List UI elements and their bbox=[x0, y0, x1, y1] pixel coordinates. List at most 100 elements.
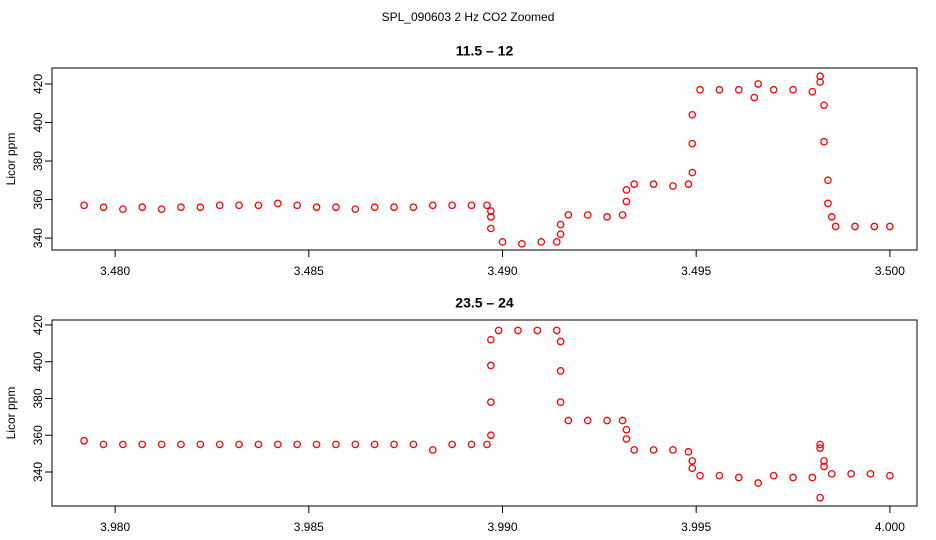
point bbox=[483, 440, 491, 449]
point bbox=[688, 139, 697, 148]
point bbox=[886, 222, 894, 231]
point bbox=[808, 87, 817, 96]
point bbox=[734, 473, 743, 482]
point bbox=[215, 440, 224, 449]
point bbox=[618, 416, 627, 425]
point bbox=[684, 180, 693, 188]
point bbox=[273, 440, 282, 449]
y-tick-label: 380 bbox=[31, 388, 45, 408]
point bbox=[552, 238, 561, 246]
x-tick-label: 3.485 bbox=[294, 264, 324, 278]
point bbox=[820, 457, 828, 465]
point bbox=[351, 205, 360, 214]
point bbox=[390, 203, 398, 212]
point bbox=[816, 440, 825, 449]
point bbox=[483, 201, 491, 210]
point bbox=[824, 199, 832, 208]
x-tick-label: 3.500 bbox=[875, 264, 905, 278]
point bbox=[312, 203, 321, 212]
point bbox=[514, 326, 522, 335]
point bbox=[618, 211, 627, 219]
point bbox=[556, 220, 565, 229]
point bbox=[583, 416, 592, 425]
point bbox=[332, 203, 340, 212]
x-tick-label: 3.980 bbox=[100, 520, 130, 534]
point bbox=[669, 182, 677, 190]
point bbox=[688, 464, 697, 473]
point bbox=[622, 425, 631, 434]
point bbox=[177, 440, 185, 449]
y-tick-label: 420 bbox=[31, 315, 45, 335]
panel-title: 11.5 – 12 bbox=[456, 43, 514, 59]
point bbox=[119, 205, 127, 214]
point bbox=[696, 471, 704, 480]
point bbox=[816, 78, 825, 86]
point bbox=[564, 211, 573, 219]
point bbox=[769, 471, 778, 480]
point bbox=[820, 462, 828, 471]
point bbox=[196, 203, 205, 212]
point bbox=[448, 201, 457, 210]
point bbox=[157, 205, 166, 214]
point bbox=[827, 469, 836, 478]
point bbox=[293, 440, 302, 449]
point bbox=[754, 80, 763, 88]
point bbox=[649, 446, 658, 454]
point bbox=[552, 326, 561, 335]
point bbox=[80, 201, 89, 210]
point bbox=[715, 471, 724, 480]
point bbox=[332, 440, 340, 449]
y-tick-label: 380 bbox=[31, 151, 45, 171]
point bbox=[630, 446, 639, 454]
point bbox=[494, 326, 503, 335]
point bbox=[370, 203, 379, 212]
y-tick-label: 360 bbox=[31, 189, 45, 209]
x-tick-label: 3.490 bbox=[487, 264, 517, 278]
point bbox=[847, 469, 855, 478]
y-axis-label: Licor ppm bbox=[4, 387, 18, 440]
point bbox=[603, 416, 611, 425]
point bbox=[622, 186, 631, 194]
point bbox=[409, 203, 418, 212]
point bbox=[80, 436, 89, 445]
point bbox=[215, 201, 224, 210]
point bbox=[518, 239, 526, 248]
point bbox=[293, 201, 302, 210]
point bbox=[533, 326, 542, 335]
point bbox=[254, 440, 263, 449]
y-tick-label: 420 bbox=[31, 74, 45, 94]
panel-title: 23.5 – 24 bbox=[455, 295, 514, 311]
point bbox=[789, 85, 797, 94]
x-tick-label: 3.495 bbox=[681, 264, 711, 278]
point bbox=[603, 213, 611, 221]
point bbox=[556, 230, 565, 239]
point bbox=[487, 335, 495, 344]
y-tick-label: 400 bbox=[31, 112, 45, 132]
point bbox=[448, 440, 457, 449]
point bbox=[273, 199, 282, 208]
point bbox=[824, 176, 832, 185]
point bbox=[820, 137, 828, 146]
point bbox=[138, 440, 147, 449]
point bbox=[688, 110, 697, 119]
point bbox=[157, 440, 166, 449]
point bbox=[556, 398, 565, 407]
point bbox=[622, 197, 631, 206]
point bbox=[467, 440, 476, 449]
y-tick-label: 340 bbox=[31, 462, 45, 482]
point bbox=[866, 469, 875, 478]
point bbox=[820, 101, 828, 110]
point bbox=[351, 440, 360, 449]
x-tick-label: 3.985 bbox=[294, 520, 324, 534]
point bbox=[487, 213, 495, 221]
point bbox=[564, 416, 573, 425]
point bbox=[750, 93, 759, 102]
point bbox=[428, 446, 437, 454]
point bbox=[789, 473, 797, 482]
point bbox=[487, 361, 495, 370]
point bbox=[556, 337, 565, 346]
y-axis-label: Licor ppm bbox=[4, 133, 18, 186]
point bbox=[688, 457, 697, 465]
